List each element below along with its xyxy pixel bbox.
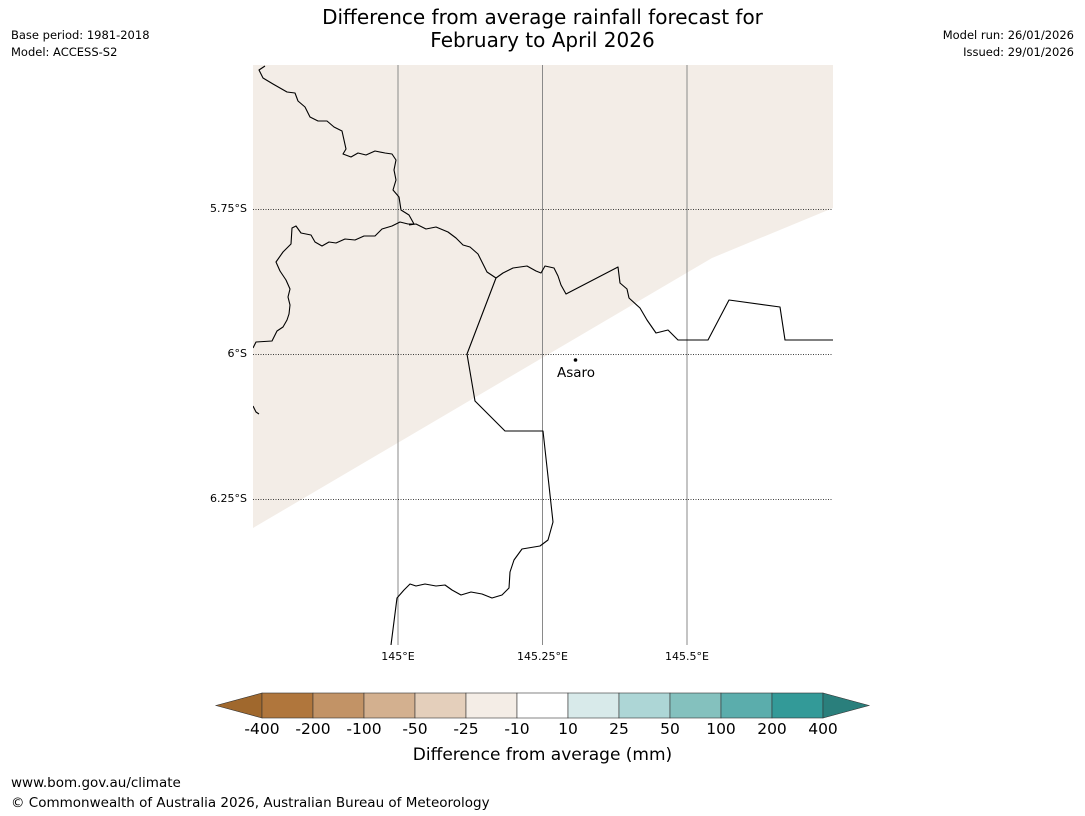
colorbar-tick-label: 200: [757, 720, 787, 738]
colorbar-segment: [465, 692, 518, 719]
footer-copyright: © Commonwealth of Australia 2026, Austra…: [11, 795, 490, 811]
boundary-north: [253, 65, 415, 349]
colorbar-segment: [618, 692, 671, 719]
lon-label-145e: 145°E: [381, 650, 415, 663]
map-area: [253, 65, 833, 645]
boundary-mid: [408, 223, 833, 341]
colorbar-tick-label: 50: [660, 720, 680, 738]
colorbar-segment: [414, 692, 467, 719]
colorbar-segment: [363, 692, 416, 719]
asaro-marker: [573, 358, 578, 362]
lon-label-145-5e: 145.5°E: [665, 650, 709, 663]
colorbar-segment: [771, 692, 824, 719]
lon-label-145-25e: 145.25°E: [517, 650, 568, 663]
lat-label-6s: 6°S: [227, 347, 247, 360]
title-line-2: February to April 2026: [430, 28, 655, 52]
colorbar-segment: [720, 692, 773, 719]
colorbar-tick-label: -25: [453, 720, 479, 738]
footer-url[interactable]: www.bom.gov.au/climate: [11, 775, 181, 791]
colorbar-segment: [567, 692, 620, 719]
colorbar-tick-label: 100: [706, 720, 736, 738]
colorbar-segment: [312, 692, 365, 719]
colorbar-tick-label: 400: [808, 720, 838, 738]
base-period-text: Base period: 1981-2018: [11, 28, 150, 42]
colorbar-tick-label: -50: [402, 720, 428, 738]
chart-title: Difference from average rainfall forecas…: [0, 6, 1085, 52]
lat-label-5-75s: 5.75°S: [210, 202, 247, 215]
meta-left: Base period: 1981-2018 Model: ACCESS-S2: [11, 27, 150, 61]
colorbar-tick-label: -400: [244, 720, 280, 738]
colorbar-segment: [669, 692, 722, 719]
boundary-south: [390, 277, 554, 645]
colorbar-tick-label: 10: [558, 720, 578, 738]
boundary-west-stub: [253, 405, 260, 415]
colorbar-tick-label: -100: [346, 720, 382, 738]
colorbar-segment: [261, 692, 314, 719]
colorbar-label: Difference from average (mm): [412, 745, 673, 765]
meta-right: Model run: 26/01/2026 Issued: 29/01/2026: [943, 27, 1074, 61]
title-line-1: Difference from average rainfall forecas…: [322, 5, 763, 29]
lat-label-6-25s: 6.25°S: [210, 492, 247, 505]
colorbar-tick-label: 25: [609, 720, 629, 738]
place-label-asaro: Asaro: [557, 365, 596, 381]
colorbar-extend-high: [822, 692, 871, 719]
colorbar-extend-low: [214, 692, 263, 719]
colorbar-segment: [516, 692, 569, 719]
colorbar-tick-label: -10: [504, 720, 530, 738]
model-run-text: Model run: 26/01/2026: [942, 28, 1074, 42]
province-boundaries: [253, 65, 833, 645]
issued-text: Issued: 29/01/2026: [963, 45, 1074, 59]
colorbar-tick-label: -200: [295, 720, 331, 738]
model-text: Model: ACCESS-S2: [11, 45, 118, 59]
